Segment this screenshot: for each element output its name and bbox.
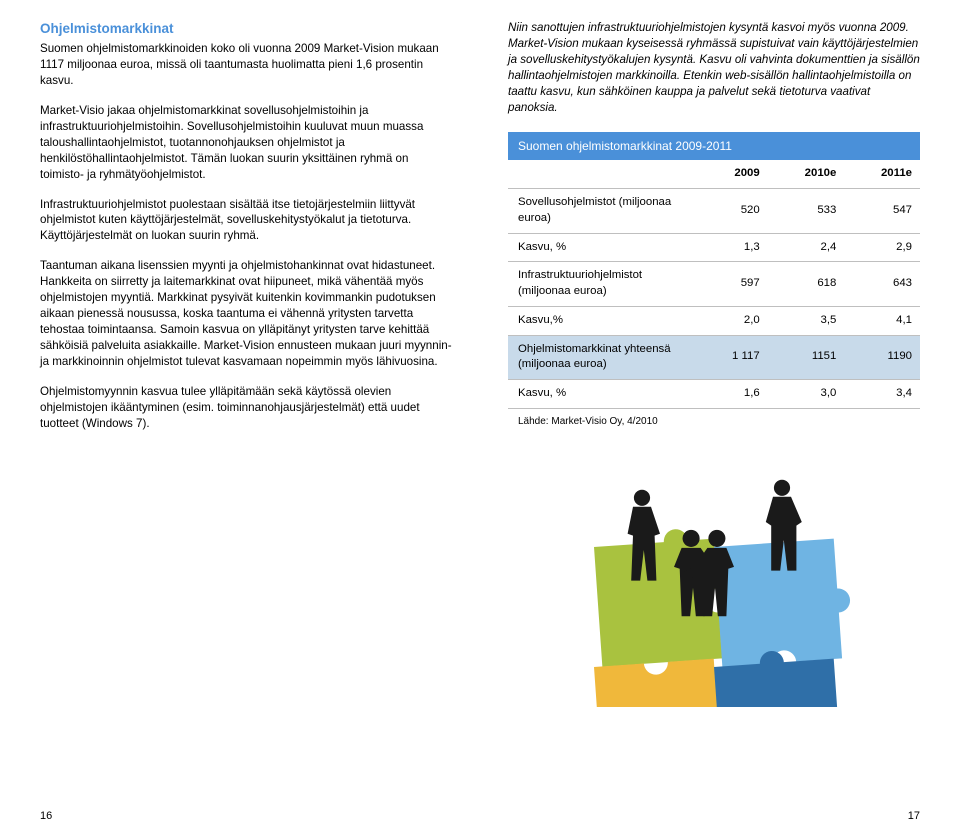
puzzle-illustration: [508, 447, 920, 712]
table-cell: 1190: [844, 335, 920, 379]
table-row-label: Kasvu, %: [508, 380, 698, 409]
table-row-label: Kasvu,%: [508, 306, 698, 335]
table-header-row: 2009 2010e 2011e: [508, 160, 920, 188]
table-cell: 1 117: [698, 335, 768, 379]
table-row-label: Kasvu, %: [508, 233, 698, 262]
table-cell: 597: [698, 262, 768, 306]
table-cell: 4,1: [844, 306, 920, 335]
table-cell: 2,4: [768, 233, 845, 262]
table-title: Suomen ohjelmistomarkkinat 2009-2011: [508, 132, 920, 161]
table-header-cell: 2010e: [768, 160, 845, 188]
section-heading: Ohjelmistomarkkinat: [40, 20, 452, 39]
paragraph: Suomen ohjelmistomarkkinoiden koko oli v…: [40, 41, 452, 89]
market-table: 2009 2010e 2011e Sovellusohjelmistot (mi…: [508, 160, 920, 408]
table-row: Ohjelmistomarkkinat yhteensä (miljoonaa …: [508, 335, 920, 379]
table-row: Sovellusohjelmistot (miljoonaa euroa)520…: [508, 189, 920, 233]
table-cell: 3,0: [768, 380, 845, 409]
table-cell: 3,5: [768, 306, 845, 335]
left-column: Ohjelmistomarkkinat Suomen ohjelmistomar…: [40, 20, 456, 830]
table-row-label: Sovellusohjelmistot (miljoonaa euroa): [508, 189, 698, 233]
table-row: Kasvu,%2,03,54,1: [508, 306, 920, 335]
table-row: Kasvu, %1,32,42,9: [508, 233, 920, 262]
table-cell: 520: [698, 189, 768, 233]
table-row-label: Infrastruktuuriohjelmistot (miljoonaa eu…: [508, 262, 698, 306]
table-header-blank: [508, 160, 698, 188]
page-number-right: 17: [908, 809, 920, 824]
table-row: Kasvu, %1,63,03,4: [508, 380, 920, 409]
table-cell: 2,9: [844, 233, 920, 262]
page-spread: Ohjelmistomarkkinat Suomen ohjelmistomar…: [0, 0, 960, 840]
table-cell: 618: [768, 262, 845, 306]
table-cell: 1,3: [698, 233, 768, 262]
table-cell: 533: [768, 189, 845, 233]
table-row: Infrastruktuuriohjelmistot (miljoonaa eu…: [508, 262, 920, 306]
intro-paragraph: Niin sanottujen infrastruktuuriohjelmist…: [508, 20, 920, 116]
table-source: Lähde: Market-Visio Oy, 4/2010: [508, 409, 920, 429]
paragraph: Market-Visio jakaa ohjelmistomarkkinat s…: [40, 103, 452, 183]
right-column: Niin sanottujen infrastruktuuriohjelmist…: [504, 20, 920, 830]
table-header-cell: 2011e: [844, 160, 920, 188]
page-number-left: 16: [40, 809, 52, 824]
paragraph: Ohjelmistomyynnin kasvua tulee ylläpitäm…: [40, 384, 452, 432]
table-cell: 2,0: [698, 306, 768, 335]
table-cell: 643: [844, 262, 920, 306]
table-cell: 1,6: [698, 380, 768, 409]
paragraph: Taantuman aikana lisenssien myynti ja oh…: [40, 258, 452, 370]
paragraph: Infrastruktuuriohjelmistot puolestaan si…: [40, 197, 452, 245]
table-cell: 547: [844, 189, 920, 233]
puzzle-icon: [534, 447, 894, 707]
table-row-label: Ohjelmistomarkkinat yhteensä (miljoonaa …: [508, 335, 698, 379]
table-header-cell: 2009: [698, 160, 768, 188]
table-cell: 1151: [768, 335, 845, 379]
table-cell: 3,4: [844, 380, 920, 409]
